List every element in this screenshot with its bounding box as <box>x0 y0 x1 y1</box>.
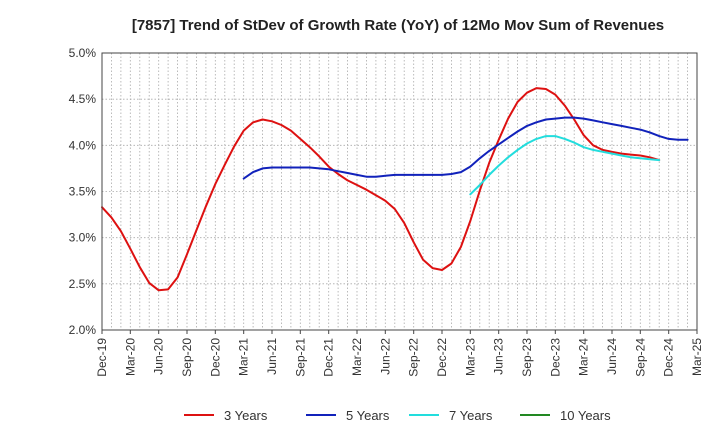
x-tick-label: Mar-20 <box>123 338 137 376</box>
legend-label-3-years: 3 Years <box>224 408 268 423</box>
x-tick-label: Dec-19 <box>95 338 109 377</box>
x-tick-label: Jun-23 <box>492 338 506 375</box>
legend-label-5-years: 5 Years <box>346 408 390 423</box>
series-line-3-years <box>101 87 661 292</box>
x-tick-label: Dec-22 <box>435 338 449 377</box>
x-tick-label: Sep-24 <box>633 338 647 377</box>
x-tick-label: Dec-23 <box>548 338 562 377</box>
y-axis: 2.0% 2.5% 3.0% 3.5% 4.0% 4.5% 5.0% <box>69 46 97 337</box>
y-tick-label: 5.0% <box>69 46 97 60</box>
x-axis: Dec-19 Mar-20 Jun-20 Sep-20 Dec-20 Mar-21 Jun-… <box>95 330 704 377</box>
x-tick-label: Jun-22 <box>378 338 392 375</box>
x-tick-label: Sep-20 <box>180 338 194 377</box>
x-tick-label: Mar-21 <box>237 338 251 376</box>
y-tick-label: 4.0% <box>69 138 97 152</box>
x-tick-label: Sep-22 <box>407 338 421 377</box>
y-tick-label: 3.0% <box>69 231 97 245</box>
x-tick-label: Dec-24 <box>662 338 676 377</box>
y-tick-label: 2.0% <box>69 323 97 337</box>
y-tick-label: 3.5% <box>69 185 97 199</box>
chart-title: [7857] Trend of StDev of Growth Rate (Yo… <box>132 17 664 34</box>
x-tick-label: Mar-25 <box>690 338 704 376</box>
x-tick-label: Jun-24 <box>605 338 619 375</box>
series-line-5-years <box>242 116 689 180</box>
x-tick-label: Mar-23 <box>463 338 477 376</box>
legend: 3 Years 5 Years 7 Years 10 Years <box>184 408 611 423</box>
x-tick-label: Sep-23 <box>520 338 534 377</box>
x-tick-label: Jun-21 <box>265 338 279 375</box>
legend-label-10-years: 10 Years <box>560 408 611 423</box>
y-tick-label: 2.5% <box>69 277 97 291</box>
x-tick-label: Jun-20 <box>152 338 166 375</box>
x-tick-label: Dec-20 <box>208 338 222 377</box>
x-tick-label: Dec-21 <box>322 338 336 377</box>
plot-frame <box>101 52 698 331</box>
legend-label-7-years: 7 Years <box>449 408 493 423</box>
x-tick-label: Mar-22 <box>350 338 364 376</box>
x-tick-label: Sep-21 <box>293 338 307 377</box>
series-line-7-years <box>469 135 661 196</box>
x-tick-label: Mar-24 <box>577 338 591 376</box>
y-tick-label: 4.5% <box>69 92 97 106</box>
series-lines <box>101 87 689 292</box>
grid <box>102 53 697 330</box>
